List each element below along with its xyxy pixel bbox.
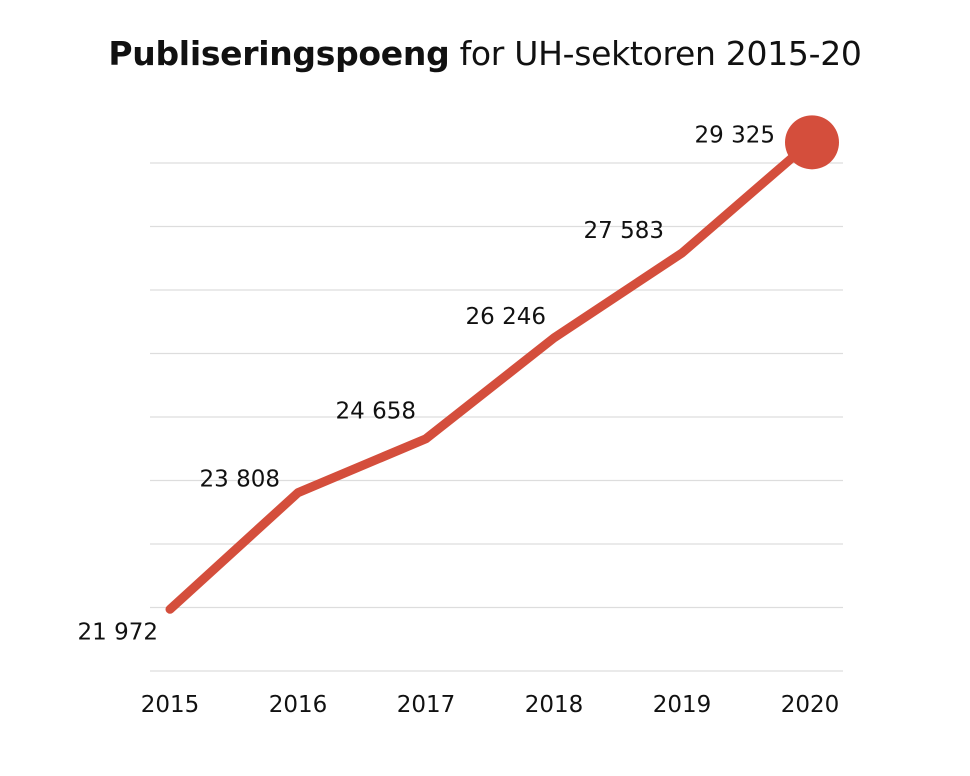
chart-title-bold: Publiseringspoeng xyxy=(108,34,450,73)
x-tick-label: 2016 xyxy=(269,692,328,718)
x-tick-label: 2018 xyxy=(525,692,584,718)
x-tick-label: 2019 xyxy=(653,692,712,718)
data-label: 23 808 xyxy=(200,467,280,493)
data-label: 24 658 xyxy=(336,399,416,425)
data-label: 21 972 xyxy=(78,619,158,645)
x-tick-label: 2015 xyxy=(141,692,200,718)
last-point-marker xyxy=(785,115,839,170)
chart-title: Publiseringspoeng for UH-sektoren 2015-2… xyxy=(0,34,970,73)
chart-title-rest: for UH-sektoren 2015-20 xyxy=(449,34,862,73)
data-label: 27 583 xyxy=(584,218,664,244)
x-tick-label: 2020 xyxy=(781,692,840,718)
data-label: 29 325 xyxy=(695,122,775,148)
series-line xyxy=(165,137,815,614)
data-label: 26 246 xyxy=(466,304,546,330)
x-tick-label: 2017 xyxy=(397,692,456,718)
